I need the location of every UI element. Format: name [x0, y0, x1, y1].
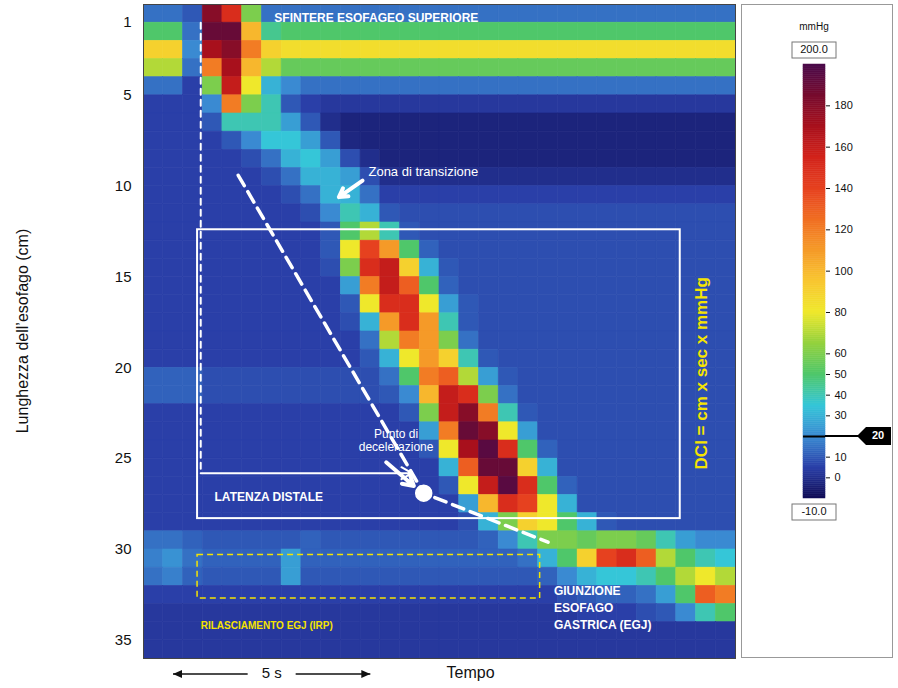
svg-text:Zona di transizione: Zona di transizione [368, 164, 478, 179]
svg-text:200.0: 200.0 [800, 43, 828, 55]
svg-text:50: 50 [835, 368, 847, 380]
svg-text:15: 15 [115, 268, 132, 285]
svg-text:30: 30 [835, 409, 847, 421]
svg-text:10: 10 [115, 177, 132, 194]
svg-text:0: 0 [835, 471, 841, 483]
svg-text:Punto didecelerazione: Punto didecelerazione [359, 427, 434, 455]
svg-text:LATENZA DISTALE: LATENZA DISTALE [215, 490, 323, 504]
svg-text:20: 20 [872, 429, 884, 441]
svg-text:1: 1 [123, 13, 131, 30]
svg-text:40: 40 [835, 389, 847, 401]
svg-text:Tempo: Tempo [447, 664, 495, 681]
svg-text:5 s: 5 s [262, 664, 282, 681]
svg-text:DCI = cm x sec x mmHg: DCI = cm x sec x mmHg [692, 277, 711, 469]
svg-text:5: 5 [123, 86, 131, 103]
svg-text:30: 30 [115, 540, 132, 557]
svg-text:Lunghezza dell’esofago (cm): Lunghezza dell’esofago (cm) [14, 229, 31, 434]
svg-text:60: 60 [835, 347, 847, 359]
svg-text:100: 100 [835, 265, 853, 277]
svg-text:140: 140 [835, 182, 853, 194]
svg-text:160: 160 [835, 141, 853, 153]
svg-text:RILASCIAMENTO EGJ (IRP): RILASCIAMENTO EGJ (IRP) [201, 620, 333, 631]
svg-text:25: 25 [115, 449, 132, 466]
svg-text:10: 10 [835, 451, 847, 463]
svg-text:SFINTERE ESOFAGEO SUPERIORE: SFINTERE ESOFAGEO SUPERIORE [274, 11, 478, 25]
svg-text:180: 180 [835, 99, 853, 111]
svg-text:20: 20 [115, 359, 132, 376]
svg-text:80: 80 [835, 306, 847, 318]
svg-text:-10.0: -10.0 [801, 505, 826, 517]
svg-text:GIUNZIONEESOFAGOGASTRICA (EGJ): GIUNZIONEESOFAGOGASTRICA (EGJ) [554, 584, 652, 633]
svg-text:mmHg: mmHg [799, 21, 828, 32]
svg-text:35: 35 [115, 631, 132, 648]
svg-text:120: 120 [835, 223, 853, 235]
